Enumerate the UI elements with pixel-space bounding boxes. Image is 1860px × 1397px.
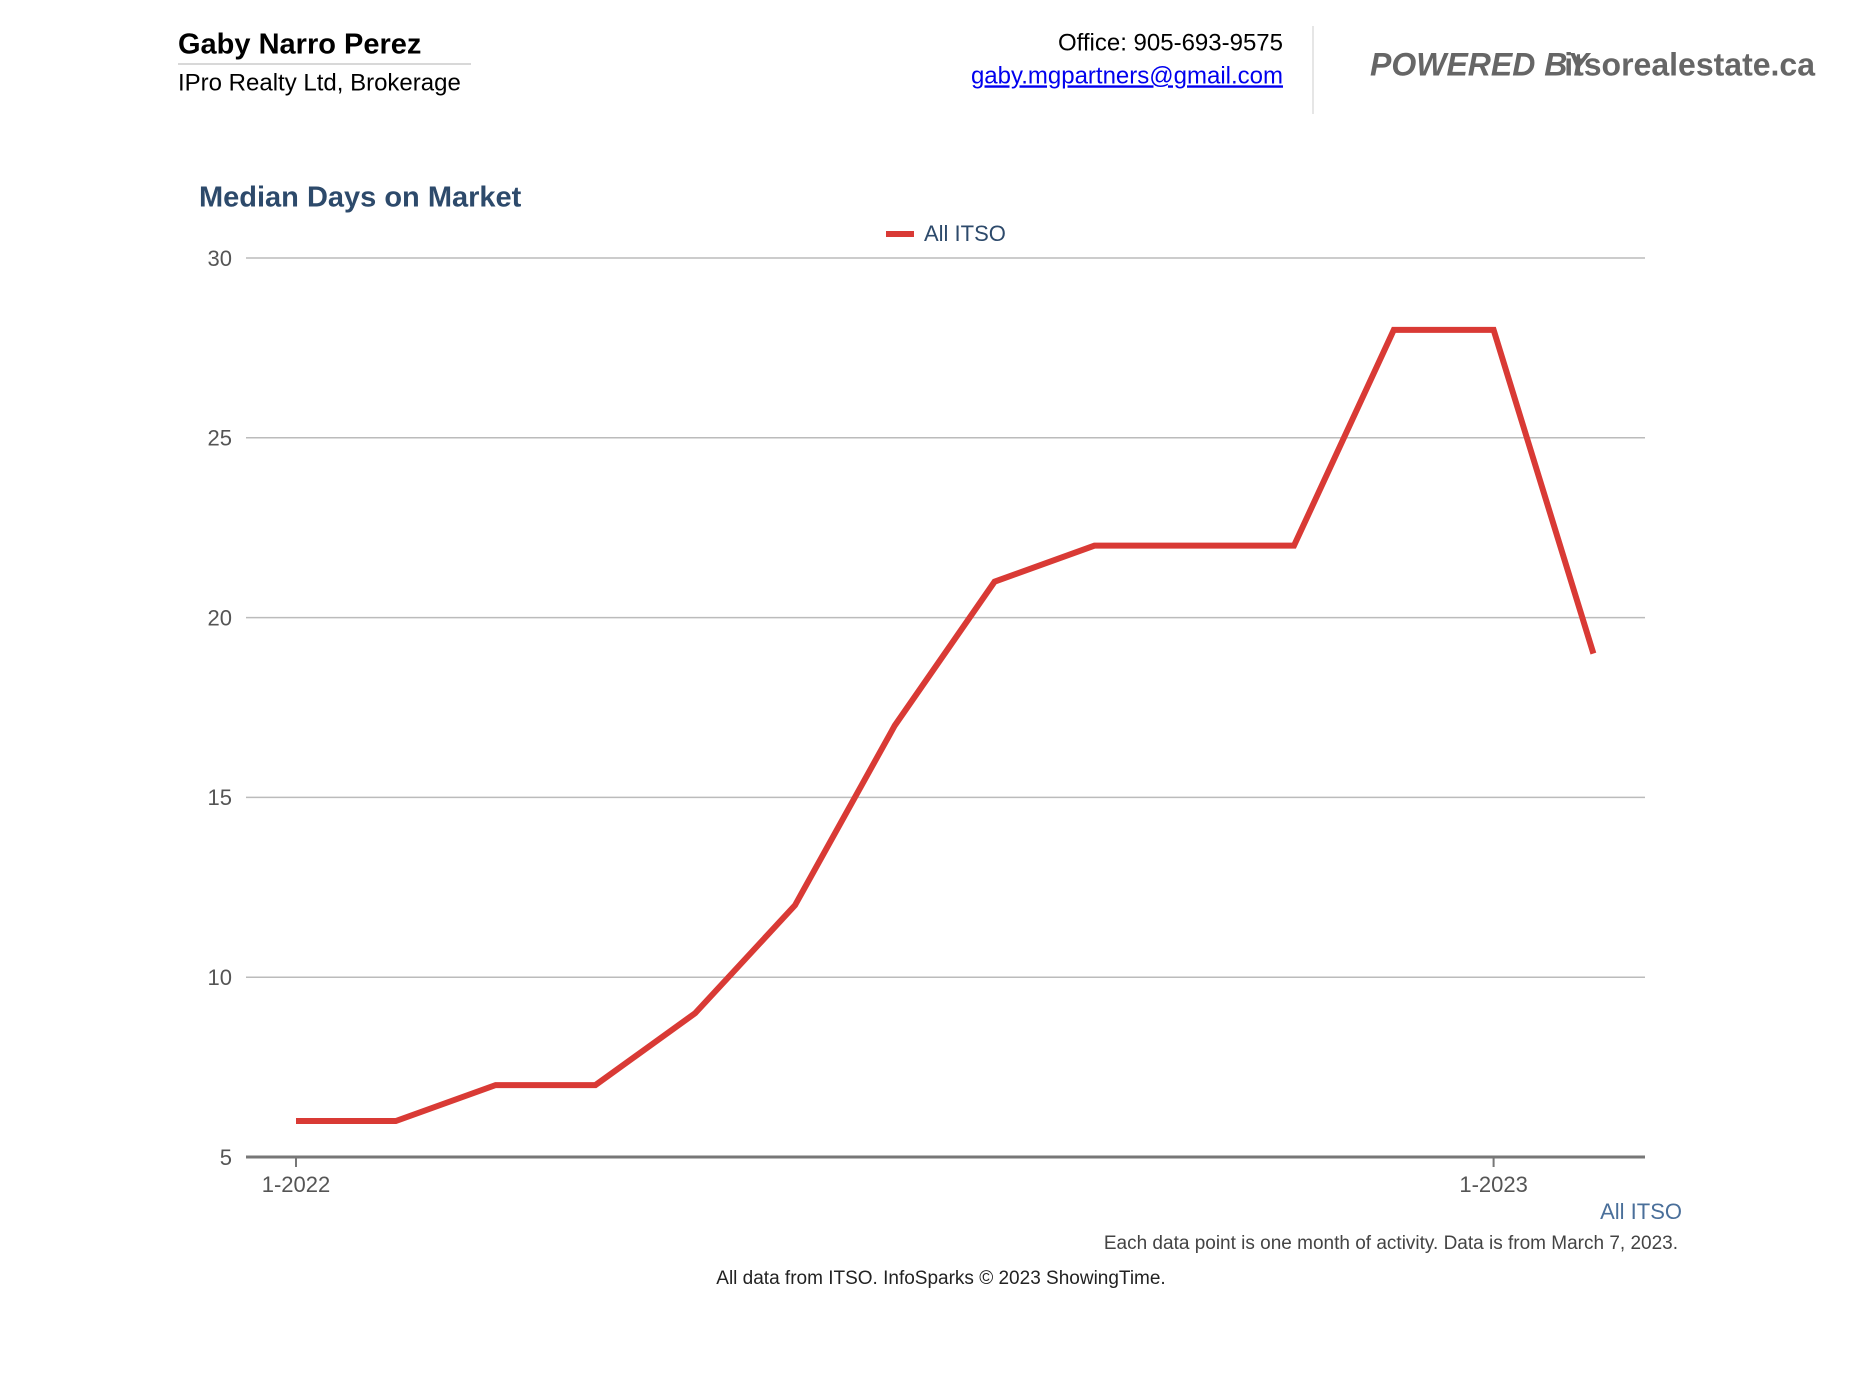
email[interactable]: gaby.mgpartners@gmail.com — [971, 62, 1283, 89]
powered-site: itsorealestate.ca — [1564, 46, 1815, 82]
y-tick-label: 30 — [208, 246, 232, 271]
chart-title: Median Days on Market — [199, 182, 522, 214]
y-tick-label: 25 — [208, 426, 232, 451]
y-tick-label: 10 — [208, 965, 232, 990]
company: IPro Realty Ltd, Brokerage — [178, 69, 461, 96]
line — [296, 326, 1597, 1125]
x-tick-label: 1-2022 — [262, 1172, 331, 1197]
office: Office: 905-693-9575 — [1058, 29, 1283, 56]
agent-name: Gaby Narro Perez — [178, 29, 421, 61]
x-tick-label: 1-2023 — [1459, 1172, 1528, 1197]
series-label: All ITSO — [1600, 1199, 1682, 1224]
footer: All data from ITSO. InfoSparks © 2023 Sh… — [716, 1268, 1165, 1289]
y-tick-label: 5 — [220, 1145, 232, 1170]
powered-by: POWERED BY — [1370, 46, 1591, 82]
legend-label: All ITSO — [924, 221, 1006, 246]
note: Each data point is one month of activity… — [1104, 1233, 1678, 1254]
y-tick-label: 20 — [208, 605, 232, 630]
y-tick-label: 15 — [208, 785, 232, 810]
